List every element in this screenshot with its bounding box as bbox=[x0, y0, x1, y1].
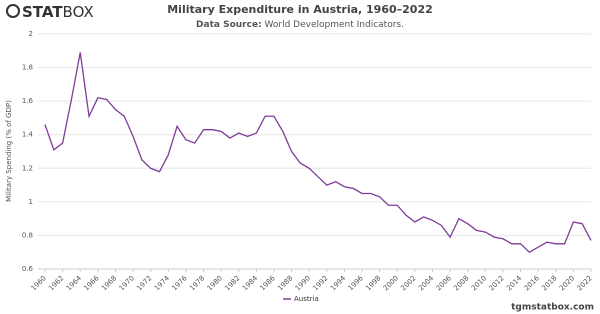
x-tick-label: 2004 bbox=[417, 274, 436, 293]
x-tick-label: 2018 bbox=[540, 274, 558, 292]
x-tick-label: 2016 bbox=[523, 274, 542, 293]
y-tick-label: 1.4 bbox=[22, 131, 34, 139]
x-tick-label: 1992 bbox=[311, 274, 329, 292]
x-tick-label: 1962 bbox=[47, 274, 65, 292]
x-tick-label: 1996 bbox=[347, 274, 366, 293]
x-tick-label: 2020 bbox=[558, 274, 576, 292]
y-tick-label: 1.6 bbox=[22, 97, 34, 105]
x-tick-label: 1986 bbox=[259, 274, 278, 293]
y-tick-label: 1.2 bbox=[22, 164, 33, 172]
x-tick-label: 1976 bbox=[170, 274, 189, 293]
x-tick-label: 2010 bbox=[470, 274, 488, 292]
x-tick-label: 1966 bbox=[82, 274, 101, 293]
x-tick-label: 1964 bbox=[65, 274, 84, 293]
source: World Development Indicators. bbox=[265, 20, 404, 30]
x-tick-label: 2008 bbox=[452, 274, 470, 292]
x-tick-label: 1974 bbox=[153, 274, 172, 293]
source-label: Data Source: bbox=[196, 20, 262, 30]
x-tick-label: 1978 bbox=[188, 274, 206, 292]
y-tick-label: 2 bbox=[29, 30, 33, 38]
line bbox=[44, 52, 592, 254]
y-tick-label: 0.6 bbox=[22, 265, 34, 273]
footer: tgmstatbox.com bbox=[511, 303, 594, 313]
x-tick-label: 1988 bbox=[276, 274, 294, 292]
chart-subtitle: Data Source: World Development Indicator… bbox=[196, 20, 404, 30]
x-tick-label: 2000 bbox=[382, 274, 400, 292]
legend-label: Austria bbox=[294, 295, 319, 303]
y-tick-label: 0.8 bbox=[22, 231, 33, 239]
x-tick-label: 1960 bbox=[30, 274, 48, 292]
x-tick-label: 2014 bbox=[505, 274, 524, 293]
logo-bold: STAT bbox=[22, 3, 63, 21]
x-tick-label: 1998 bbox=[364, 274, 382, 292]
y-tick-label: 1 bbox=[29, 198, 33, 206]
x-tick-label: 2012 bbox=[488, 274, 506, 292]
logo-text: STATBOX bbox=[22, 3, 94, 21]
x-tick-label: 1980 bbox=[206, 274, 224, 292]
x-tick-label: 1990 bbox=[294, 274, 312, 292]
y-axis-label: Military Spending (% of GDP) bbox=[5, 100, 13, 202]
x-tick-label: 1970 bbox=[118, 274, 136, 292]
logo: STATBOX bbox=[6, 3, 94, 21]
x-tick-label: 1982 bbox=[223, 274, 241, 292]
x-tick-label: 2002 bbox=[399, 274, 417, 292]
x-tick-label: 1968 bbox=[100, 274, 118, 292]
x-tick-label: 1984 bbox=[241, 274, 260, 293]
x-tick-label: 1994 bbox=[329, 274, 348, 293]
logo-icon bbox=[6, 4, 20, 18]
x-tick-label: 2006 bbox=[435, 274, 454, 293]
chart-title: Military Expenditure in Austria, 1960–20… bbox=[167, 3, 433, 16]
y-tick-label: 1.8 bbox=[22, 64, 33, 72]
logo-light: BOX bbox=[63, 3, 94, 21]
x-tick-label: 1972 bbox=[135, 274, 153, 292]
x-tick-label: 2022 bbox=[576, 274, 594, 292]
